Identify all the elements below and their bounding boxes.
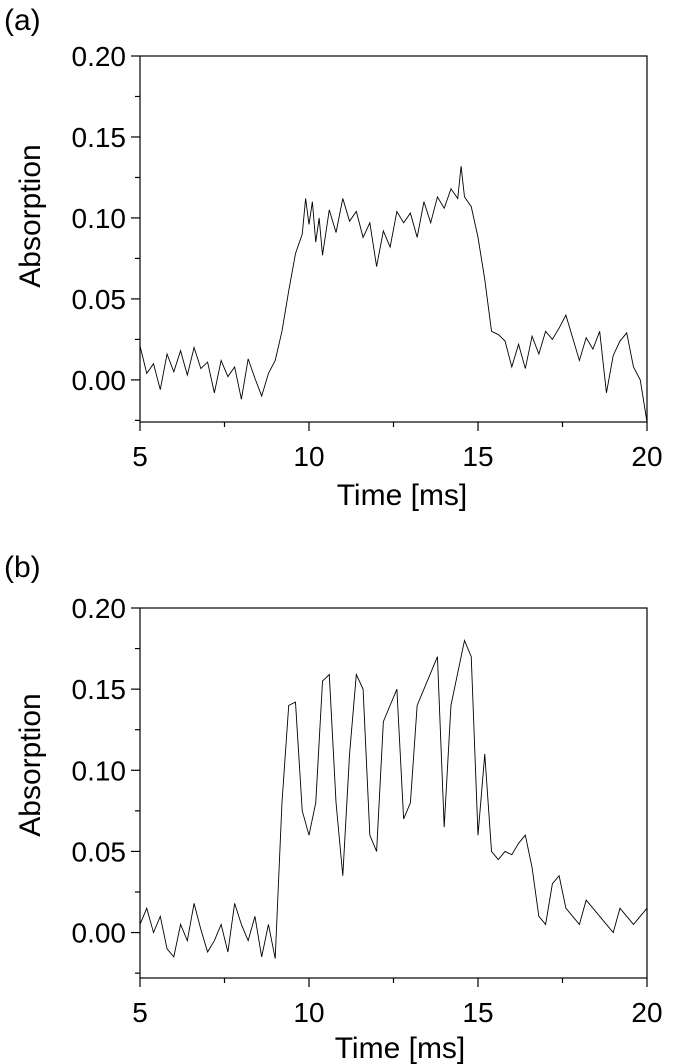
x-tick-label: 5 <box>132 997 148 1028</box>
y-axis-label-a: Absorption <box>14 144 47 287</box>
x-axis-label-a: Time [ms] <box>337 479 468 512</box>
x-tick-label: 15 <box>462 441 493 472</box>
y-tick-label: 0.15 <box>72 122 127 153</box>
x-tick-label: 10 <box>293 997 324 1028</box>
data-line-a <box>139 166 648 423</box>
x-tick-label: 15 <box>462 997 493 1028</box>
y-tick-label: 0.05 <box>72 284 127 315</box>
x-tick-label: 10 <box>293 441 324 472</box>
y-tick-label: 0.10 <box>72 755 127 786</box>
x-tick-labels-a: 5 10 15 20 <box>132 441 662 472</box>
y-tick-labels-a: 0.00 0.05 0.10 0.15 0.20 <box>72 41 127 396</box>
plot-frame-b <box>139 607 648 979</box>
panel-a: (a) 0.00 0.05 0.10 0.15 0.20 5 10 15 20 Time [m… <box>4 4 663 512</box>
x-tick-labels-b: 5 10 15 20 <box>132 997 662 1028</box>
data-line-b <box>139 638 648 959</box>
tick-marks-a <box>131 55 648 431</box>
x-tick-label: 20 <box>631 441 662 472</box>
y-tick-label: 0.05 <box>72 836 127 867</box>
x-tick-label: 5 <box>132 441 148 472</box>
y-tick-label: 0.00 <box>72 918 127 949</box>
y-axis-label-b: Absorption <box>14 693 47 836</box>
y-tick-labels-b: 0.00 0.05 0.10 0.15 0.20 <box>72 593 127 949</box>
y-tick-label: 0.10 <box>72 203 127 234</box>
x-axis-label-b: Time [ms] <box>335 1032 466 1064</box>
tick-marks-b <box>131 607 648 987</box>
panel-label-b: (b) <box>4 551 41 584</box>
y-tick-label: 0.20 <box>72 41 127 72</box>
plot-frame-a <box>139 55 648 423</box>
panel-b: (b) 0.00 0.05 0.10 0.15 0.20 5 10 15 20 Time [m… <box>4 551 663 1064</box>
y-tick-label: 0.20 <box>72 593 127 624</box>
panel-label-a: (a) <box>4 4 41 37</box>
y-tick-label: 0.00 <box>72 365 127 396</box>
y-tick-label: 0.15 <box>72 674 127 705</box>
x-tick-label: 20 <box>631 997 662 1028</box>
